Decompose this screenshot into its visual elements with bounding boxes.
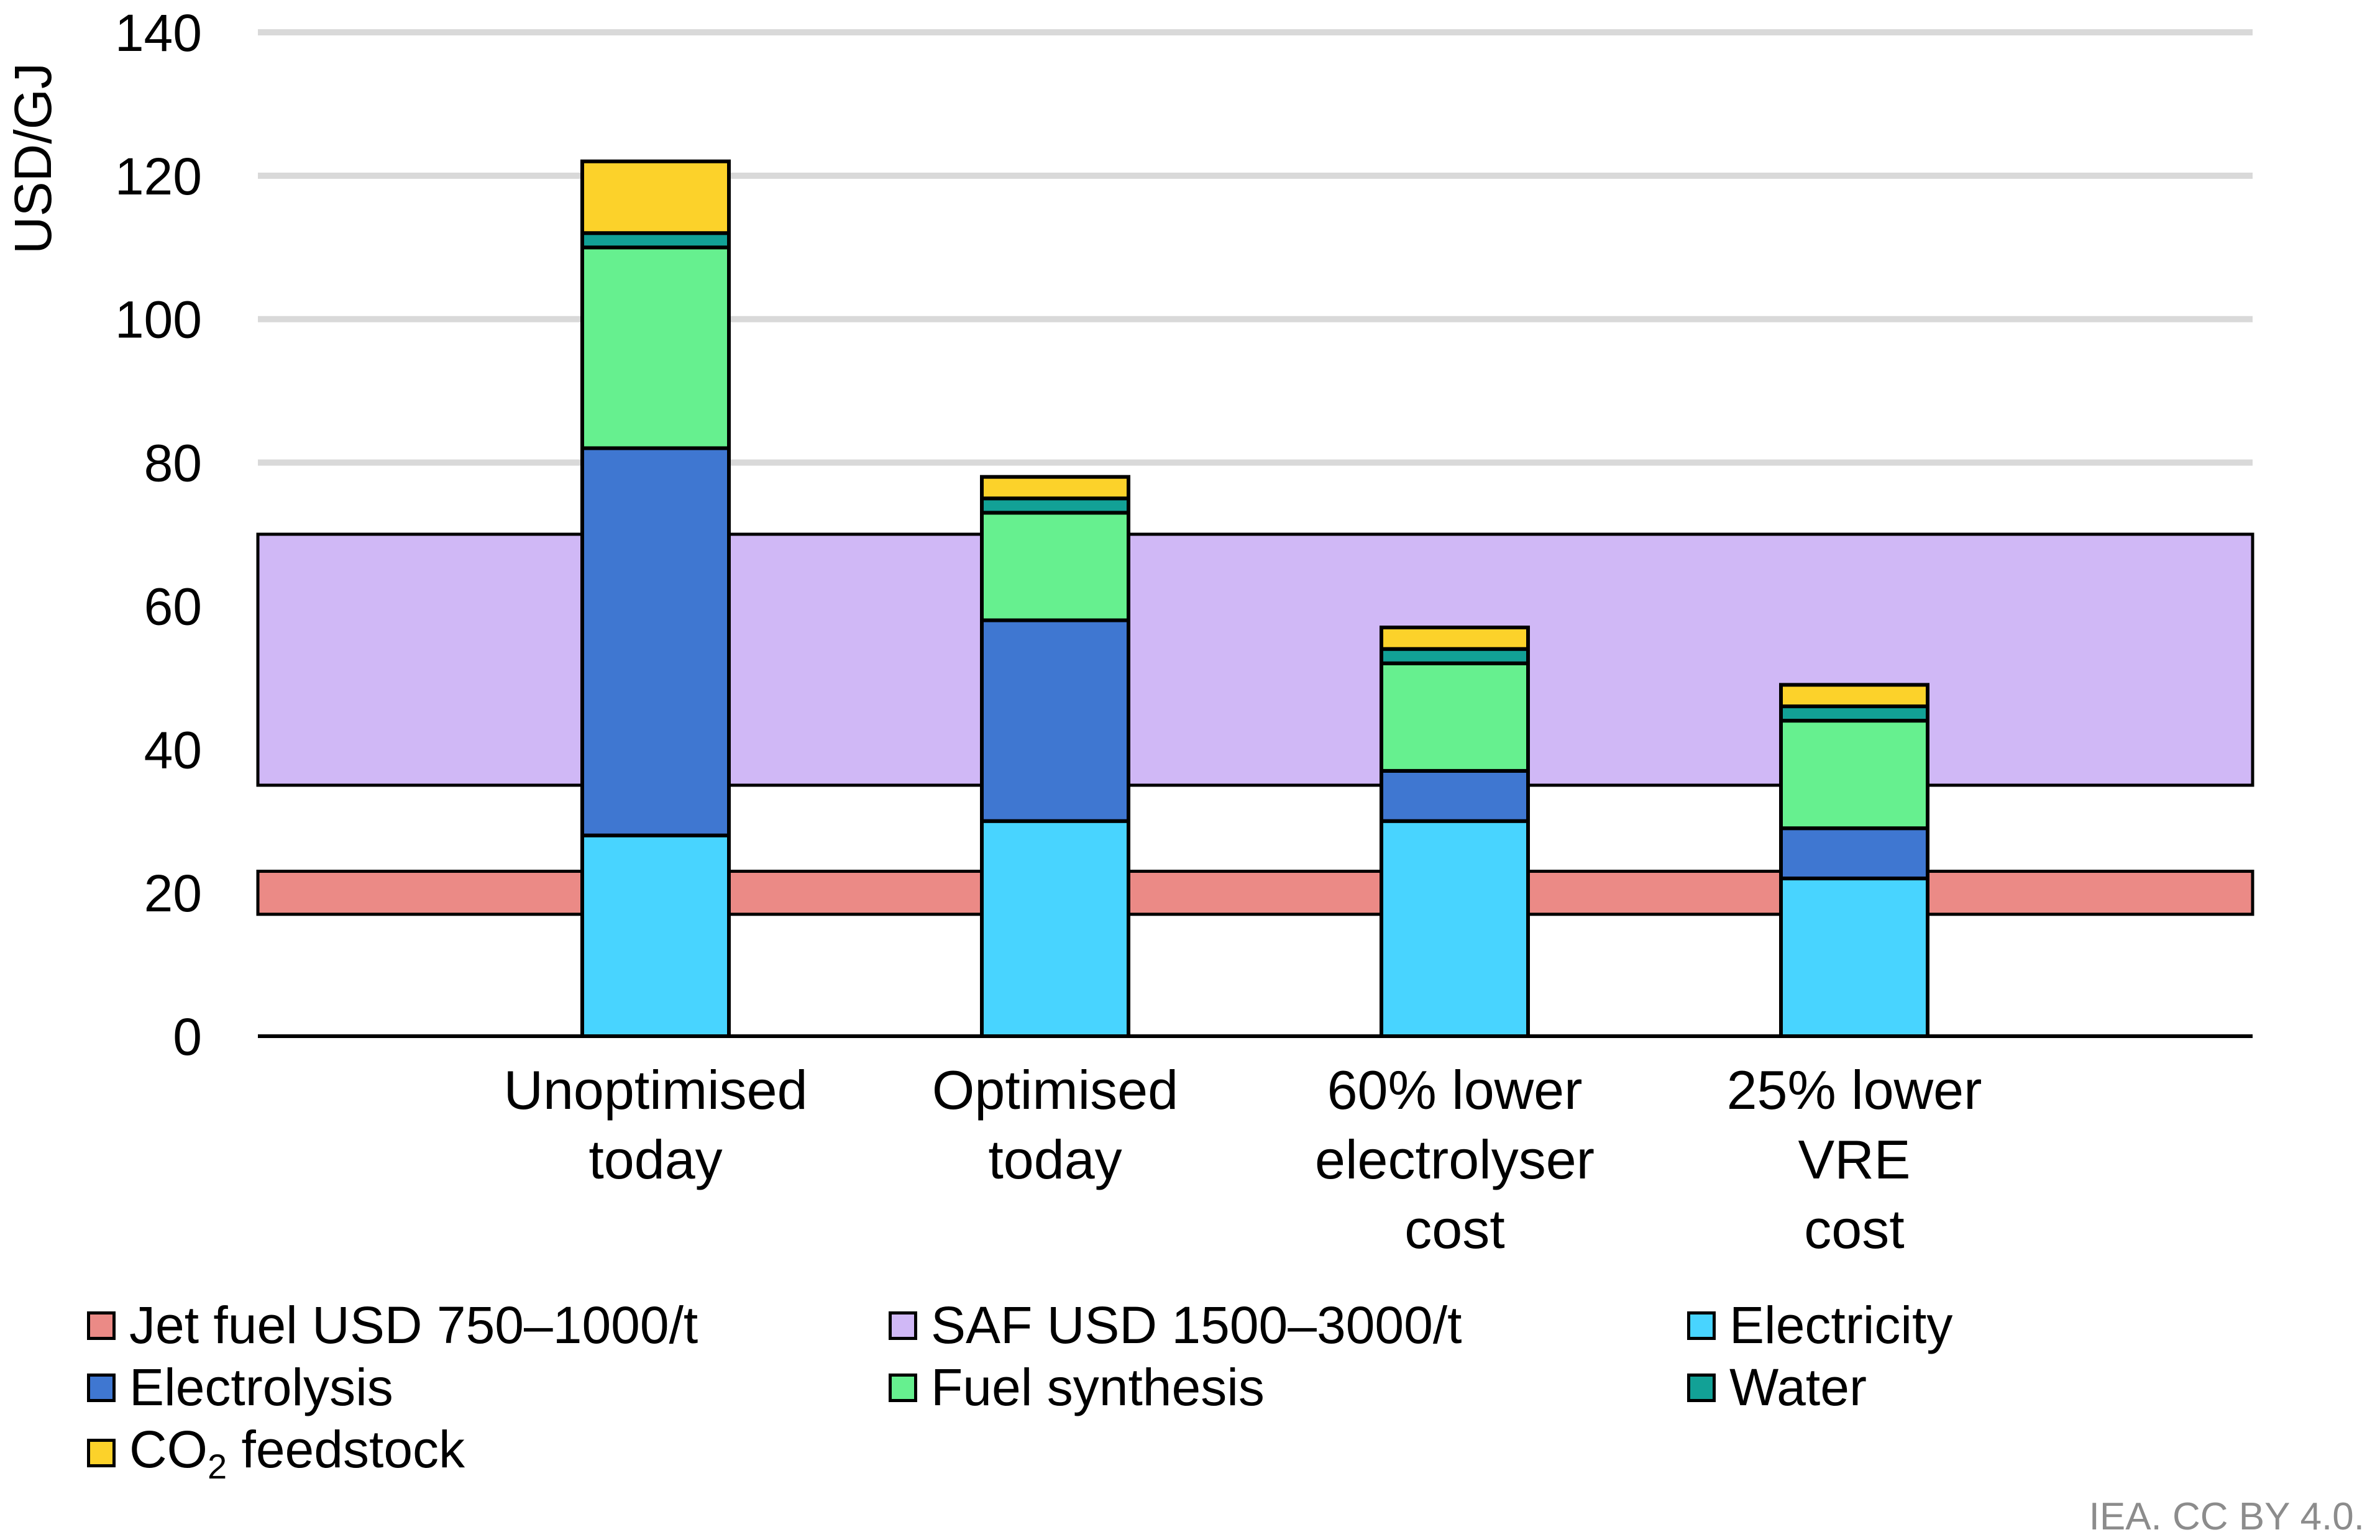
- y-tick-label: 140: [115, 4, 202, 62]
- band-1: [256, 532, 2254, 787]
- y-tick-label: 100: [115, 291, 202, 349]
- y-axis-label: USD/GJ: [4, 63, 62, 254]
- bar-segment-electrolysis-3: [1380, 768, 1530, 823]
- band-0: [256, 870, 2254, 916]
- legend-item-saf: SAF USD 1500–3000/t: [889, 1295, 1462, 1355]
- legend-item-fuel-synthesis: Fuel synthesis: [889, 1357, 1265, 1418]
- x-tick-label: Unoptimised: [503, 1059, 807, 1121]
- legend-label-jet-fuel: Jet fuel USD 750–1000/t: [129, 1296, 698, 1354]
- bar-segment-co2-feedstock-1: [580, 159, 731, 235]
- bar-segment-fuel-synthesis-3: [1380, 661, 1530, 773]
- legend-swatch-saf: [889, 1311, 917, 1340]
- source-credit: IEA. CC BY 4.0.: [2089, 1495, 2364, 1538]
- y-tick-label: 20: [144, 864, 202, 923]
- bar-segment-fuel-synthesis-2: [980, 511, 1130, 622]
- legend-label-water: Water: [1729, 1358, 1867, 1416]
- legend-swatch-fuel-synthesis: [889, 1373, 917, 1402]
- y-tick-label: 120: [115, 147, 202, 206]
- x-tick-label: 25% lower: [1727, 1059, 1982, 1121]
- x-tick-label: 60% lower: [1327, 1059, 1583, 1121]
- bar-segment-electrolysis-1: [580, 446, 731, 837]
- x-tick-label: cost: [1404, 1198, 1504, 1260]
- bar-segment-electricity-3: [1380, 819, 1530, 1038]
- legend-item-water: Water: [1687, 1357, 1867, 1418]
- legend-item-electrolysis: Electrolysis: [87, 1357, 393, 1418]
- x-tick-label: VRE: [1798, 1129, 1911, 1190]
- bar-segment-water-3: [1380, 647, 1530, 665]
- y-tick-label: 0: [173, 1008, 202, 1066]
- bar-segment-co2-feedstock-2: [980, 475, 1130, 501]
- x-tick-label: Optimised: [932, 1059, 1178, 1121]
- legend-item-electricity: Electricity: [1687, 1295, 1952, 1355]
- legend-item-co2-feedstock: CO2 feedstock: [87, 1419, 465, 1487]
- legend-label-electricity: Electricity: [1729, 1296, 1953, 1354]
- legend-label-co2-subscript: 2: [208, 1446, 227, 1486]
- bar-segment-electricity-1: [580, 833, 731, 1039]
- reference-bands: [256, 532, 2254, 916]
- bar-segment-water-4: [1779, 704, 1929, 723]
- bar-segment-fuel-synthesis-4: [1779, 719, 1929, 831]
- legend-label-fuel-synthesis: Fuel synthesis: [931, 1358, 1265, 1416]
- x-tick-label: cost: [1804, 1198, 1904, 1260]
- bar-segment-water-1: [580, 231, 731, 250]
- y-tick-label: 60: [144, 577, 202, 636]
- bar-segment-co2-feedstock-4: [1779, 683, 1929, 709]
- bar-segment-co2-feedstock-3: [1380, 626, 1530, 651]
- bar-segment-electricity-2: [980, 819, 1130, 1038]
- x-tick-label: today: [988, 1129, 1122, 1190]
- x-tick-label: electrolyser: [1315, 1129, 1595, 1190]
- legend-label-co2-main: CO: [129, 1420, 208, 1478]
- legend-swatch-water: [1687, 1373, 1716, 1402]
- legend-item-jet-fuel: Jet fuel USD 750–1000/t: [87, 1295, 698, 1355]
- legend-swatch-jet-fuel: [87, 1311, 116, 1340]
- axes: 0 20 40 60 80 100 120 140 Unoptimised today Optimi…: [115, 4, 2253, 1260]
- x-tick-label: today: [588, 1129, 722, 1190]
- y-tick-label: 80: [144, 434, 202, 493]
- legend-label-electrolysis: Electrolysis: [129, 1358, 393, 1416]
- legend-label-co2-feedstock: CO2 feedstock: [129, 1419, 465, 1487]
- bar-segment-electrolysis-4: [1779, 826, 1929, 881]
- legend-swatch-co2-feedstock: [87, 1438, 116, 1467]
- bar-segment-water-2: [980, 496, 1130, 515]
- bar-segment-electricity-4: [1779, 877, 1929, 1038]
- legend-label-co2-rest: feedstock: [227, 1420, 465, 1478]
- y-tick-label: 40: [144, 721, 202, 779]
- bar-segment-fuel-synthesis-1: [580, 245, 731, 450]
- legend-swatch-electrolysis: [87, 1373, 116, 1402]
- legend-label-saf: SAF USD 1500–3000/t: [931, 1296, 1462, 1354]
- legend-swatch-electricity: [1687, 1311, 1716, 1340]
- bars: [580, 159, 1929, 1039]
- bar-segment-electrolysis-2: [980, 618, 1130, 823]
